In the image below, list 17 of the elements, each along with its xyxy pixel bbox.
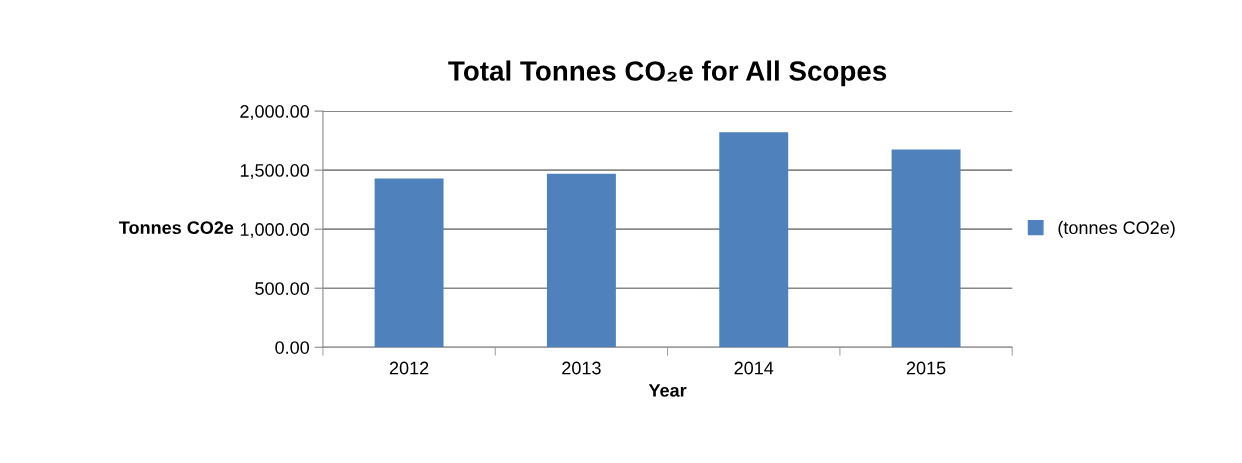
bar: [719, 132, 789, 348]
bar: [891, 149, 961, 348]
y-tick-label: 2,000.00: [240, 105, 310, 120]
x-tick-label: 2015: [906, 361, 946, 375]
x-axis-title: Year: [648, 384, 687, 397]
chart-title: Total Tonnes CO₂e for All Scopes: [448, 60, 887, 87]
x-tick-label: 2012: [389, 361, 429, 375]
y-tick-label: 1,000.00: [240, 223, 310, 239]
legend-label: (tonnes CO2e): [1058, 220, 1175, 238]
x-tick-label: 2013: [562, 361, 601, 375]
bar: [546, 173, 616, 348]
bar: [374, 178, 444, 348]
x-tick-label: 2014: [734, 361, 774, 375]
y-tick-label: 500.00: [255, 282, 310, 295]
y-tick-label: 0.00: [275, 341, 310, 354]
y-tick-label: 1,500.00: [240, 164, 310, 180]
y-axis-title: Tonnes CO2e: [119, 221, 234, 235]
